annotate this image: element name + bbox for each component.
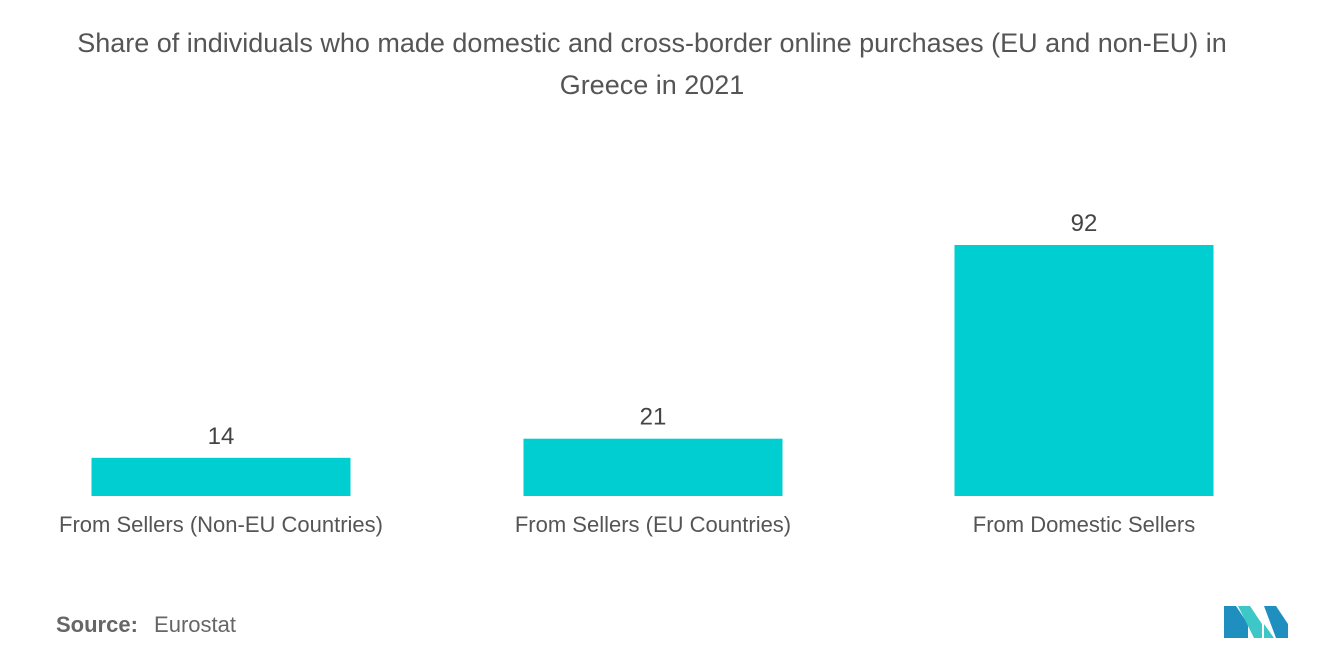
category-label-3: From Domestic Sellers	[973, 512, 1195, 537]
category-label-2: From Sellers (EU Countries)	[515, 512, 791, 537]
source-value: Eurostat	[154, 612, 236, 637]
data-label-1: 14	[208, 423, 235, 450]
category-label-1: From Sellers (Non-EU Countries)	[59, 512, 383, 537]
data-label-2: 21	[640, 404, 667, 431]
data-label-3: 92	[1071, 210, 1098, 237]
bar-chart: 14 From Sellers (Non-EU Countries) 21 From …	[59, 210, 1214, 537]
bar-2	[523, 438, 783, 496]
brand-logo-icon	[1224, 606, 1288, 638]
bar-3	[954, 245, 1214, 496]
source-line: Source: Eurostat	[56, 612, 236, 638]
bar-1	[91, 457, 351, 496]
source-label: Source:	[56, 612, 138, 637]
chart-title: Share of individuals who made domestic a…	[77, 28, 1227, 100]
